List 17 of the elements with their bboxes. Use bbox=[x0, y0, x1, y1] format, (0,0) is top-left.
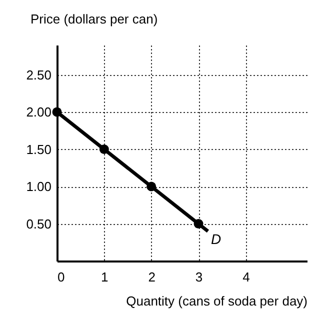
point bbox=[99, 144, 109, 154]
y-axis-title: Price (dollars per can) bbox=[30, 12, 158, 26]
x-axis-title: Quantity (cans of soda per day) bbox=[126, 294, 308, 308]
x-tick-label: 3 bbox=[195, 270, 203, 284]
point bbox=[194, 219, 204, 228]
point bbox=[52, 107, 62, 117]
x-tick-label: 1 bbox=[101, 270, 108, 284]
y-tick-label: 1.00 bbox=[26, 179, 52, 194]
point bbox=[146, 182, 156, 192]
y-tick-label: 2.00 bbox=[26, 104, 52, 120]
y-tick-label: 1.50 bbox=[26, 142, 52, 157]
x-tick-label: 0 bbox=[58, 270, 65, 284]
y-tick-label: 0.50 bbox=[26, 216, 52, 232]
annotation: D bbox=[210, 231, 222, 248]
y-tick-label: 2.50 bbox=[26, 67, 52, 82]
x-tick-label: 2 bbox=[148, 270, 156, 284]
x-tick-label: 4 bbox=[242, 270, 250, 284]
